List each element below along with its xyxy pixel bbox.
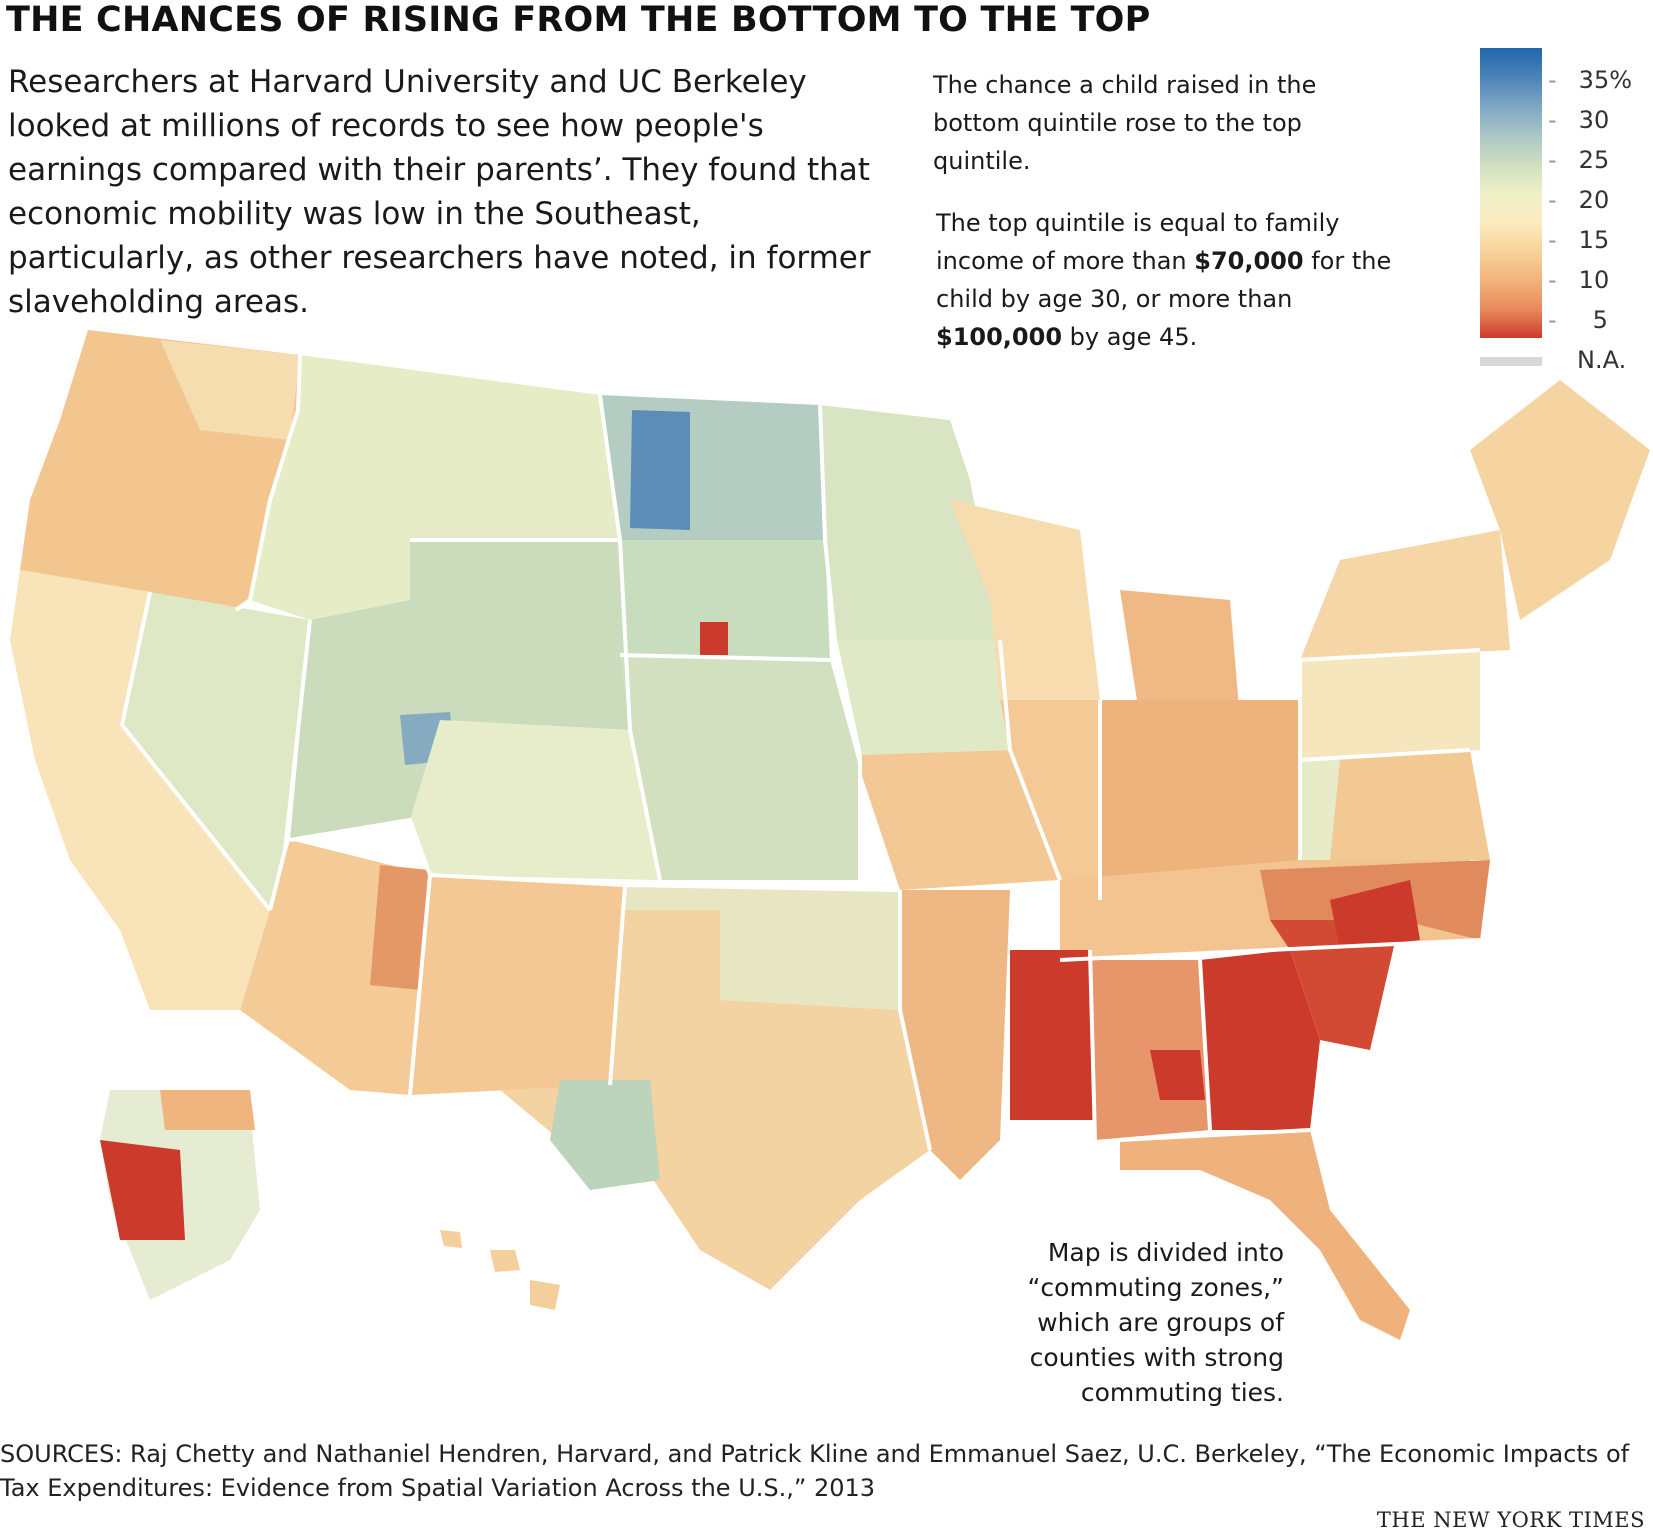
legend-tick-10: -10 bbox=[1548, 266, 1610, 294]
legend-tick-35: -35% bbox=[1548, 66, 1633, 94]
region-illinois bbox=[1000, 700, 1100, 900]
quintile-caption-part1: The top quintile is equal to family inco… bbox=[936, 209, 1340, 275]
region-new-mexico bbox=[410, 875, 625, 1095]
region-nd-blue bbox=[630, 410, 690, 530]
map-note: Map is divided into “commuting zones,” w… bbox=[1027, 1238, 1284, 1407]
legend-caption: The chance a child raised in the bottom … bbox=[933, 71, 1317, 175]
legend-tick-20: -20 bbox=[1548, 186, 1610, 214]
region-minnesota bbox=[820, 405, 1000, 640]
legend-na-label: N.A. bbox=[1577, 346, 1627, 374]
state-borders bbox=[120, 354, 1481, 1151]
legend-color-ramp bbox=[1480, 48, 1542, 338]
region-texas-west-green bbox=[550, 1080, 660, 1190]
legend-tick-15: -15 bbox=[1548, 226, 1610, 254]
region-nevada bbox=[122, 592, 310, 910]
region-alabama-red bbox=[1150, 1050, 1205, 1100]
credit-line: THE NEW YORK TIMES bbox=[1376, 1508, 1645, 1532]
region-georgia bbox=[1200, 950, 1320, 1130]
region-west-virginia bbox=[1300, 760, 1340, 860]
legend-tick-30: -30 bbox=[1548, 106, 1610, 134]
region-hawaii bbox=[440, 1230, 560, 1310]
quintile-caption-part2: for the child by age 30, or more than bbox=[936, 247, 1392, 313]
region-virginia bbox=[1300, 750, 1490, 860]
region-washington-east bbox=[160, 340, 300, 440]
region-arkansas-louisiana bbox=[900, 890, 1010, 1180]
region-colorado bbox=[410, 720, 660, 880]
intro-paragraph: Researchers at Harvard University and UC… bbox=[8, 64, 871, 320]
region-nc-red bbox=[1330, 880, 1420, 950]
map-svg bbox=[10, 330, 1650, 1340]
region-sd-red bbox=[700, 622, 728, 655]
region-mississippi bbox=[1010, 950, 1095, 1120]
sources-text: SOURCES: Raj Chetty and Nathaniel Hendre… bbox=[0, 1440, 1630, 1502]
quintile-amount-age30: $70,000 bbox=[1194, 247, 1304, 275]
quintile-caption: The top quintile is equal to family inco… bbox=[936, 204, 1406, 356]
quintile-amount-age45: $100,000 bbox=[936, 323, 1063, 351]
quintile-caption-part3: by age 45. bbox=[1062, 323, 1198, 351]
region-indiana-ohio bbox=[1100, 700, 1300, 880]
region-oklahoma bbox=[625, 885, 900, 1010]
region-california bbox=[10, 570, 270, 1010]
region-wisconsin bbox=[950, 500, 1100, 700]
region-new-york bbox=[1300, 530, 1510, 660]
region-missouri bbox=[860, 750, 1060, 890]
region-idaho-montana bbox=[250, 355, 620, 620]
color-legend: -35% -30 -25 -20 -15 -10 -5 N.A. bbox=[1480, 48, 1650, 378]
region-iowa bbox=[835, 640, 1010, 755]
legend-na-swatch bbox=[1480, 357, 1542, 366]
region-alaska-red bbox=[100, 1140, 185, 1240]
region-nebraska-kansas bbox=[620, 655, 860, 880]
region-florida bbox=[1120, 1130, 1410, 1340]
us-mobility-map bbox=[0, 300, 1653, 1430]
page-title: THE CHANCES OF RISING FROM THE BOTTOM TO… bbox=[6, 0, 1151, 40]
legend-tick-5: -5 bbox=[1548, 306, 1608, 334]
region-wyoming-utah bbox=[290, 540, 630, 840]
region-michigan bbox=[1120, 590, 1240, 720]
region-texas bbox=[500, 910, 930, 1290]
legend-tick-25: -25 bbox=[1548, 146, 1610, 174]
region-new-england bbox=[1470, 380, 1650, 620]
region-alaska-north bbox=[160, 1090, 255, 1130]
region-nm-orange bbox=[370, 865, 430, 990]
region-south-dakota bbox=[620, 540, 830, 660]
region-pennsylvania bbox=[1300, 650, 1480, 760]
region-south-carolina bbox=[1270, 920, 1400, 1050]
